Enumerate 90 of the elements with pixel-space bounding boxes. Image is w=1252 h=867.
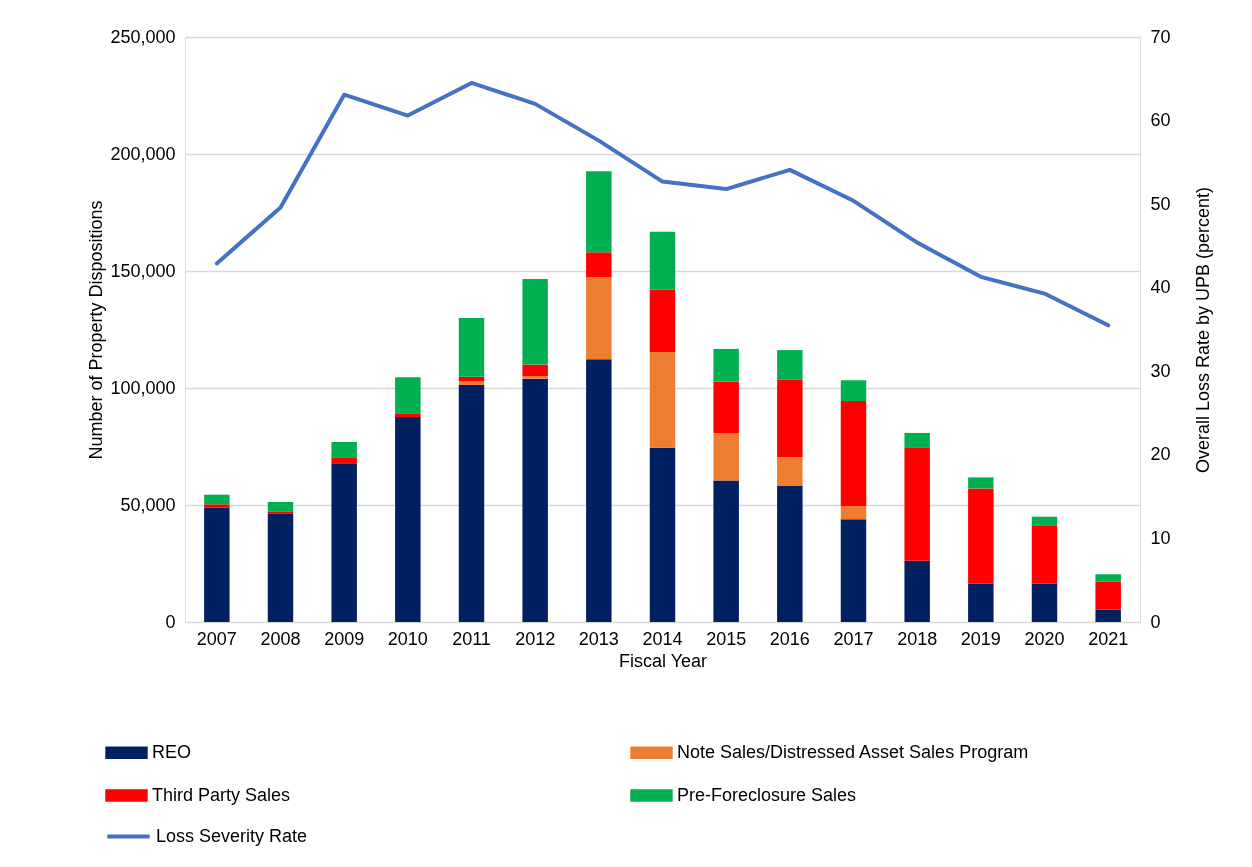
bar xyxy=(1095,574,1121,582)
bar xyxy=(1031,583,1058,622)
bar xyxy=(522,278,548,365)
legend-label: Note Sales/Distressed Asset Sales Program xyxy=(677,741,1029,762)
bar xyxy=(395,417,421,622)
bar xyxy=(649,231,676,290)
bar xyxy=(777,486,803,622)
bar xyxy=(649,289,676,352)
bar xyxy=(586,171,612,253)
bar xyxy=(904,447,930,561)
bar xyxy=(522,376,548,379)
bar xyxy=(1031,516,1058,526)
y2-tick-label: 40 xyxy=(1150,277,1171,298)
y2-tick-label: 50 xyxy=(1150,193,1171,214)
bar xyxy=(777,457,803,487)
x-tick-label: 2018 xyxy=(897,628,938,649)
bar xyxy=(522,378,548,622)
bar xyxy=(267,501,294,512)
x-tick-label: 2009 xyxy=(324,628,365,649)
bar xyxy=(840,380,867,402)
y2-tick-label: 10 xyxy=(1150,527,1171,548)
bar xyxy=(904,432,930,448)
x-tick-label: 2019 xyxy=(960,628,1001,649)
legend-label: REO xyxy=(152,741,192,762)
bar xyxy=(586,359,612,622)
bar xyxy=(968,477,994,489)
bar xyxy=(586,252,612,278)
x-tick-label: 2012 xyxy=(515,628,556,649)
bar xyxy=(904,560,930,622)
bar xyxy=(649,447,676,622)
x-tick-label: 2007 xyxy=(196,628,237,649)
line-series xyxy=(214,80,1111,328)
x-tick-label: 2008 xyxy=(260,628,301,649)
bar xyxy=(522,364,548,377)
x-axis-title: Fiscal Year xyxy=(618,650,708,671)
x-tick-label: 2010 xyxy=(387,628,428,649)
bar xyxy=(331,442,357,458)
bar xyxy=(840,401,867,506)
bar xyxy=(840,505,867,520)
y2-tick-label: 0 xyxy=(1150,611,1161,632)
bar xyxy=(267,511,294,514)
bar xyxy=(968,583,994,622)
y-tick-label: 200,000 xyxy=(110,143,176,164)
y-tick-label: 100,000 xyxy=(110,377,176,398)
x-tick-label: 2021 xyxy=(1088,628,1129,649)
y2-tick-label: 20 xyxy=(1150,444,1171,465)
legend-label: Pre-Foreclosure Sales xyxy=(677,784,857,805)
bar xyxy=(458,380,485,385)
y-tick-label: 250,000 xyxy=(110,26,176,47)
bar xyxy=(968,488,994,584)
y2-tick-label: 70 xyxy=(1150,26,1171,47)
bar xyxy=(713,480,739,622)
bar xyxy=(458,318,485,377)
bar xyxy=(204,494,230,505)
bar xyxy=(713,348,739,382)
bar xyxy=(458,384,485,622)
y-tick-label: 50,000 xyxy=(120,494,176,515)
bar xyxy=(1095,609,1121,622)
x-tick-label: 2020 xyxy=(1024,628,1065,649)
y2-tick-label: 30 xyxy=(1150,360,1171,381)
bar xyxy=(204,507,230,622)
bar xyxy=(1031,525,1058,584)
bar xyxy=(777,350,803,380)
x-tick-label: 2015 xyxy=(706,628,747,649)
legend-label: Third Party Sales xyxy=(152,784,291,805)
x-tick-label: 2017 xyxy=(833,628,874,649)
bar xyxy=(840,519,867,622)
y-axis-title: Number of Property Dispositions xyxy=(86,200,107,460)
bar xyxy=(331,463,357,622)
bar xyxy=(331,457,357,464)
bar xyxy=(458,376,485,381)
bar xyxy=(204,504,230,508)
bar xyxy=(649,351,676,448)
x-tick-label: 2011 xyxy=(452,628,491,649)
y-tick-label: 0 xyxy=(165,611,176,632)
bar xyxy=(395,377,421,414)
legend-label: Loss Severity Rate xyxy=(156,825,308,846)
bar xyxy=(713,432,739,481)
x-tick-label: 2016 xyxy=(769,628,810,649)
bar xyxy=(777,379,803,458)
bar xyxy=(395,413,421,418)
bar xyxy=(267,513,294,622)
y-tick-label: 150,000 xyxy=(110,260,176,281)
x-tick-label: 2014 xyxy=(642,628,683,649)
bar xyxy=(586,277,612,360)
bar xyxy=(713,381,739,433)
y2-tick-label: 60 xyxy=(1150,110,1171,131)
y2-axis-title: Overall Loss Rate by UPB (percent) xyxy=(1192,186,1213,474)
x-tick-label: 2013 xyxy=(578,628,619,649)
bar xyxy=(1095,581,1121,610)
